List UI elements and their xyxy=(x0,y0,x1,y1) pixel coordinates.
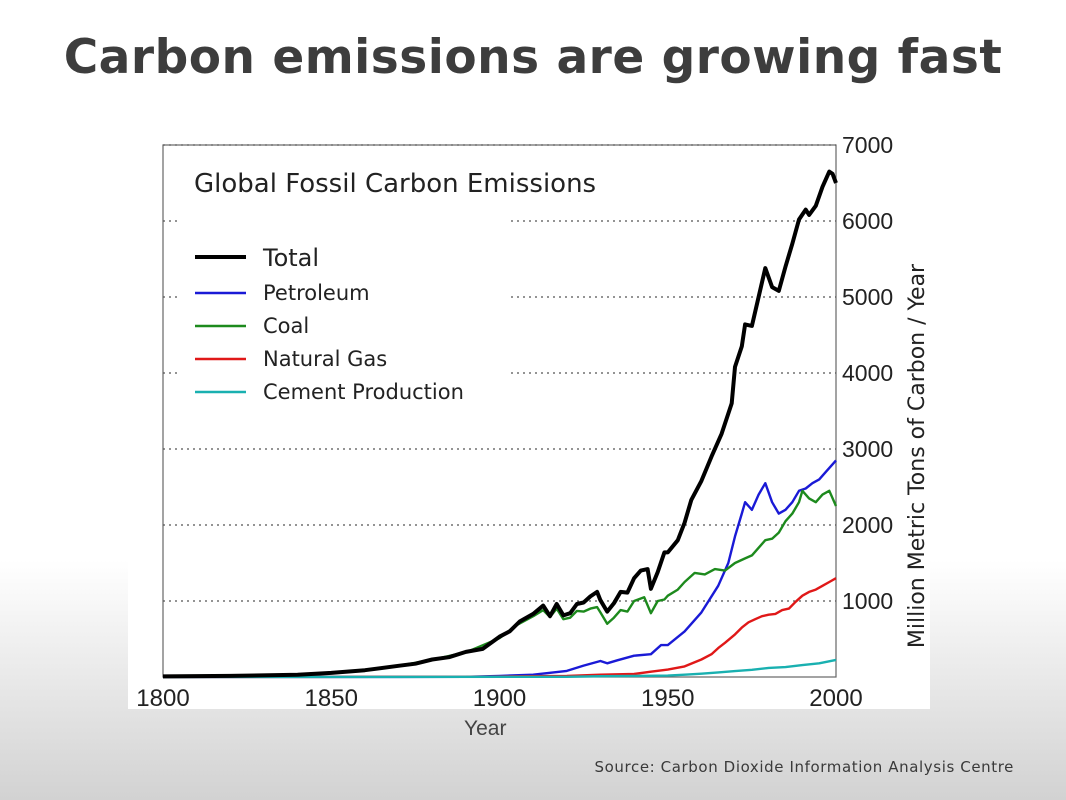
legend-background xyxy=(178,162,508,416)
series-line-petroleum xyxy=(162,459,837,679)
chart-title: Global Fossil Carbon Emissions xyxy=(194,169,596,199)
y-tick-1000: 1000 xyxy=(842,588,893,614)
legend-label-coal: Coal xyxy=(263,314,309,338)
chart-svg: Global Fossil Carbon Emissions Total Petr… xyxy=(136,132,930,709)
y-tick-4000: 4000 xyxy=(842,360,893,386)
x-tick-1900: 1900 xyxy=(473,685,526,709)
y-tick-7000: 7000 xyxy=(842,132,893,158)
series-line-natural-gas xyxy=(162,577,837,679)
legend-label-petroleum: Petroleum xyxy=(263,281,370,305)
y-axis-ticks: 1000 2000 3000 4000 5000 6000 7000 xyxy=(842,132,893,614)
x-axis-ticks: 1800 1850 1900 1950 2000 xyxy=(136,685,862,709)
series-line-coal xyxy=(162,489,838,678)
series-line-cement-production xyxy=(162,658,837,679)
y-tick-3000: 3000 xyxy=(842,436,893,462)
legend-label-total: Total xyxy=(262,244,319,272)
y-tick-5000: 5000 xyxy=(842,284,893,310)
x-tick-1850: 1850 xyxy=(305,685,358,709)
x-tick-2000: 2000 xyxy=(809,685,862,709)
series-lines xyxy=(162,169,838,679)
y-axis-label: Million Metric Tons of Carbon / Year xyxy=(905,263,930,648)
y-tick-6000: 6000 xyxy=(842,208,893,234)
legend-label-cement-production: Cement Production xyxy=(263,380,464,404)
emissions-chart: Global Fossil Carbon Emissions Total Petr… xyxy=(128,132,930,709)
x-tick-1800: 1800 xyxy=(136,685,189,709)
legend-label-natural-gas: Natural Gas xyxy=(263,347,387,371)
series-line-total xyxy=(162,169,838,679)
x-axis-caption: Year xyxy=(464,717,507,740)
y-tick-2000: 2000 xyxy=(842,512,893,538)
source-note: Source: Carbon Dioxide Information Analy… xyxy=(594,758,1014,776)
slide-title: Carbon emissions are growing fast xyxy=(63,30,1003,85)
x-tick-1950: 1950 xyxy=(641,685,694,709)
legend: Total Petroleum Coal Natural Gas Cement Prod… xyxy=(195,244,464,404)
